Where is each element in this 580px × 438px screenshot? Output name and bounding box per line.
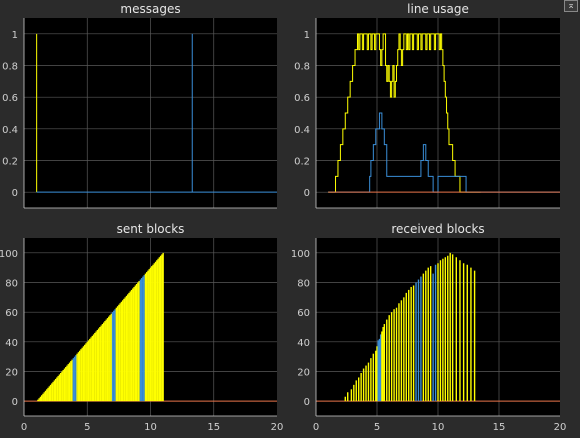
y-tick-label: 20: [5, 368, 18, 379]
y-tick-label: 0.6: [294, 93, 310, 104]
y-tick-label: 80: [5, 279, 18, 290]
series-line-blue: [328, 112, 560, 193]
y-tick-label: 0.8: [2, 62, 18, 73]
subplot-line-usage: line usage 0 0.2 0.4 0.6 0.8 1: [294, 2, 560, 209]
chart-title: messages: [120, 2, 180, 16]
series-line-yellow: [328, 33, 481, 193]
y-tick-label: 0.2: [294, 157, 310, 168]
x-tick-label: 15: [207, 422, 220, 433]
y-tick-label: 0.8: [294, 62, 310, 73]
x-tick-label: 15: [493, 422, 506, 433]
undock-icon[interactable]: ⌅: [564, 0, 578, 12]
y-tick-label: 80: [297, 279, 310, 290]
x-tick-label: 0: [313, 422, 319, 433]
subplot-sent-blocks: sent blocks 0 20 40 60 80 100 0 5 10 15 20: [0, 222, 283, 433]
y-tick-label: 40: [297, 338, 310, 349]
y-tick-label: 40: [5, 338, 18, 349]
y-tick-label: 100: [291, 249, 310, 260]
y-tick-label: 20: [297, 368, 310, 379]
y-tick-label: 0: [12, 397, 18, 408]
y-tick-label: 60: [5, 308, 18, 319]
y-tick-label: 0.6: [2, 93, 18, 104]
x-tick-label: 5: [84, 422, 90, 433]
y-tick-label: 0.4: [2, 125, 18, 136]
subplot-received-blocks: received blocks 0 20 40 60 80 100 0 5 10 15 20: [291, 222, 566, 433]
y-tick-label: 0: [304, 188, 310, 199]
x-tick-label: 0: [21, 422, 27, 433]
y-tick-label: 1: [12, 30, 18, 41]
x-tick-label: 20: [554, 422, 567, 433]
chart-title: sent blocks: [117, 222, 185, 236]
y-tick-label: 0.4: [294, 125, 310, 136]
y-tick-label: 0: [304, 397, 310, 408]
subplot-messages: messages 0 0.2 0.4 0.6 0.8 1: [2, 2, 277, 209]
chart-title: received blocks: [391, 222, 484, 236]
y-tick-label: 0: [12, 188, 18, 199]
y-tick-label: 100: [0, 249, 18, 260]
y-tick-label: 0.2: [2, 157, 18, 168]
x-tick-label: 10: [432, 422, 445, 433]
x-tick-label: 20: [271, 422, 284, 433]
y-tick-label: 60: [297, 308, 310, 319]
x-tick-label: 5: [374, 422, 380, 433]
y-tick-label: 1: [304, 30, 310, 41]
chart-title: line usage: [407, 2, 469, 16]
series-line-blue: [36, 33, 277, 193]
x-tick-label: 10: [144, 422, 157, 433]
